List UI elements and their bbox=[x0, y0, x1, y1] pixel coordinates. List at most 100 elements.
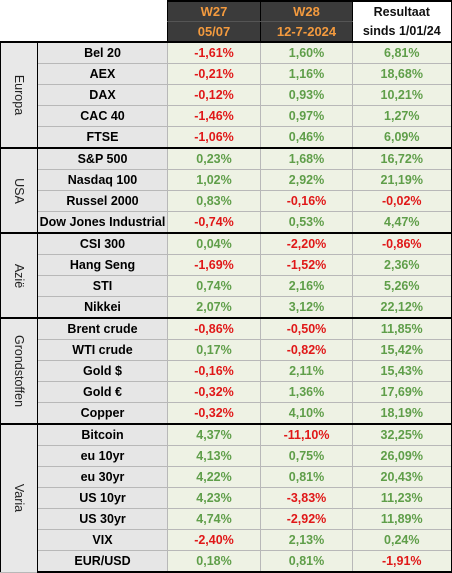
instrument-name: US 10yr bbox=[37, 487, 168, 509]
w27-change-cell: -0,16% bbox=[167, 360, 261, 382]
table-row: DAX -0,12% 0,93% 10,21% bbox=[1, 84, 452, 106]
table-row: STI 0,74% 2,16% 5,26% bbox=[1, 275, 452, 297]
corner-blank bbox=[0, 1, 38, 21]
ytd-result-cell: 5,26% bbox=[352, 275, 452, 297]
w27-change-cell: -1,46% bbox=[167, 105, 261, 127]
table-row: USA S&P 500 0,23% 1,68% 16,72% bbox=[0, 147, 452, 234]
w28-change-cell: 0,81% bbox=[260, 550, 353, 573]
w27-change-cell: -0,21% bbox=[167, 63, 261, 85]
group-label-azi: Azië bbox=[0, 232, 38, 319]
w27-change-cell: 0,04% bbox=[167, 232, 261, 255]
instrument-name: DAX bbox=[37, 84, 168, 106]
header-result-line2: sinds 1/01/24 bbox=[352, 21, 452, 43]
ytd-result-cell: 11,89% bbox=[352, 508, 452, 530]
w27-change-cell: 0,18% bbox=[167, 550, 261, 573]
instrument-name: eu 10yr bbox=[37, 445, 168, 467]
table-row: eu 10yr 4,13% 0,75% 26,09% bbox=[1, 445, 452, 467]
ytd-result-cell: 2,36% bbox=[352, 254, 452, 276]
w28-change-cell: 2,13% bbox=[260, 529, 353, 551]
table-row: US 30yr 4,74% -2,92% 11,89% bbox=[1, 508, 452, 530]
table-row: AEX -0,21% 1,16% 18,68% bbox=[1, 63, 452, 85]
w27-change-cell: 4,23% bbox=[167, 487, 261, 509]
group-label-varia: Varia bbox=[0, 423, 38, 573]
table-row: Nasdaq 100 1,02% 2,92% 21,19% bbox=[1, 169, 452, 191]
ytd-result-cell: 10,21% bbox=[352, 84, 452, 106]
corner-blank bbox=[37, 1, 168, 21]
w28-change-cell: 2,92% bbox=[260, 169, 353, 191]
instrument-name: Gold € bbox=[37, 381, 168, 403]
ytd-result-cell: 6,09% bbox=[352, 126, 452, 149]
ytd-result-cell: 21,19% bbox=[352, 169, 452, 191]
w27-change-cell: 0,83% bbox=[167, 190, 261, 212]
instrument-name: Bitcoin bbox=[37, 423, 168, 446]
w27-change-cell: 2,07% bbox=[167, 296, 261, 319]
table-row: EUR/USD 0,18% 0,81% -1,91% bbox=[1, 550, 452, 573]
instrument-name: Nasdaq 100 bbox=[37, 169, 168, 191]
table-row: FTSE -1,06% 0,46% 6,09% bbox=[1, 126, 452, 149]
w28-change-cell: 1,16% bbox=[260, 63, 353, 85]
table-row: eu 30yr 4,22% 0,81% 20,43% bbox=[1, 466, 452, 488]
instrument-name: STI bbox=[37, 275, 168, 297]
ytd-result-cell: 18,19% bbox=[352, 402, 452, 425]
w28-change-cell: 1,60% bbox=[260, 41, 353, 64]
instrument-name: Brent crude bbox=[37, 317, 168, 340]
table-body: Europa Bel 20 -1,61% 1,60% 6,81% AEX -0,21% 1,1… bbox=[0, 41, 452, 573]
ytd-result-cell: -0,86% bbox=[352, 232, 452, 255]
w27-change-cell: -0,12% bbox=[167, 84, 261, 106]
w28-change-cell: 0,75% bbox=[260, 445, 353, 467]
group-label-europa: Europa bbox=[0, 41, 38, 149]
w27-change-cell: -0,32% bbox=[167, 402, 261, 425]
header-w27-date: 05/07 bbox=[167, 20, 261, 43]
table-row: Grondstoffen Brent crude -0,86% -0,50% 11,85… bbox=[0, 317, 452, 425]
header-w28-date: 12-7-2024 bbox=[260, 20, 353, 43]
w27-change-cell: 4,37% bbox=[167, 423, 261, 446]
w27-change-cell: 4,13% bbox=[167, 445, 261, 467]
w28-change-cell: 0,93% bbox=[260, 84, 353, 106]
w27-change-cell: -0,32% bbox=[167, 381, 261, 403]
w28-change-cell: -11,10% bbox=[260, 423, 353, 446]
w28-change-cell: -2,20% bbox=[260, 232, 353, 255]
instrument-name: FTSE bbox=[37, 126, 168, 149]
table-row: Azië CSI 300 0,04% -2,20% -0,86% bbox=[0, 232, 452, 319]
w27-change-cell: 1,02% bbox=[167, 169, 261, 191]
w27-change-cell: -1,61% bbox=[167, 41, 261, 64]
ytd-result-cell: 11,85% bbox=[352, 317, 452, 340]
group-label-text: Azië bbox=[12, 263, 26, 288]
corner-blank bbox=[37, 21, 168, 42]
ytd-result-cell: -1,91% bbox=[352, 550, 452, 573]
group-label-text: USA bbox=[12, 177, 26, 204]
ytd-result-cell: 0,24% bbox=[352, 529, 452, 551]
table-row: Dow Jones Industrial -0,74% 0,53% 4,47% bbox=[1, 211, 452, 234]
ytd-result-cell: 22,12% bbox=[352, 296, 452, 319]
w28-change-cell: 1,36% bbox=[260, 381, 353, 403]
w27-change-cell: -1,06% bbox=[167, 126, 261, 149]
instrument-name: US 30yr bbox=[37, 508, 168, 530]
table-row: VIX -2,40% 2,13% 0,24% bbox=[1, 529, 452, 551]
ytd-result-cell: 15,42% bbox=[352, 339, 452, 361]
header-w27-label: W27 bbox=[167, 0, 261, 22]
w27-change-cell: 0,17% bbox=[167, 339, 261, 361]
ytd-result-cell: 15,43% bbox=[352, 360, 452, 382]
instrument-name: CAC 40 bbox=[37, 105, 168, 127]
ytd-result-cell: 26,09% bbox=[352, 445, 452, 467]
w28-change-cell: 2,11% bbox=[260, 360, 353, 382]
instrument-name: AEX bbox=[37, 63, 168, 85]
header-result-line1: Resultaat bbox=[352, 0, 452, 21]
w27-change-cell: -0,86% bbox=[167, 317, 261, 340]
w28-change-cell: 0,97% bbox=[260, 105, 353, 127]
ytd-result-cell: 4,47% bbox=[352, 211, 452, 234]
instrument-name: Gold $ bbox=[37, 360, 168, 382]
group-label-text: Varia bbox=[12, 484, 26, 513]
w28-change-cell: 3,12% bbox=[260, 296, 353, 319]
instrument-name: VIX bbox=[37, 529, 168, 551]
ytd-result-cell: 16,72% bbox=[352, 147, 452, 170]
table-row: US 10yr 4,23% -3,83% 11,23% bbox=[1, 487, 452, 509]
instrument-name: Nikkei bbox=[37, 296, 168, 319]
w28-change-cell: 2,16% bbox=[260, 275, 353, 297]
w28-change-cell: -2,92% bbox=[260, 508, 353, 530]
instrument-name: Russel 2000 bbox=[37, 190, 168, 212]
instrument-name: eu 30yr bbox=[37, 466, 168, 488]
instrument-name: Hang Seng bbox=[37, 254, 168, 276]
